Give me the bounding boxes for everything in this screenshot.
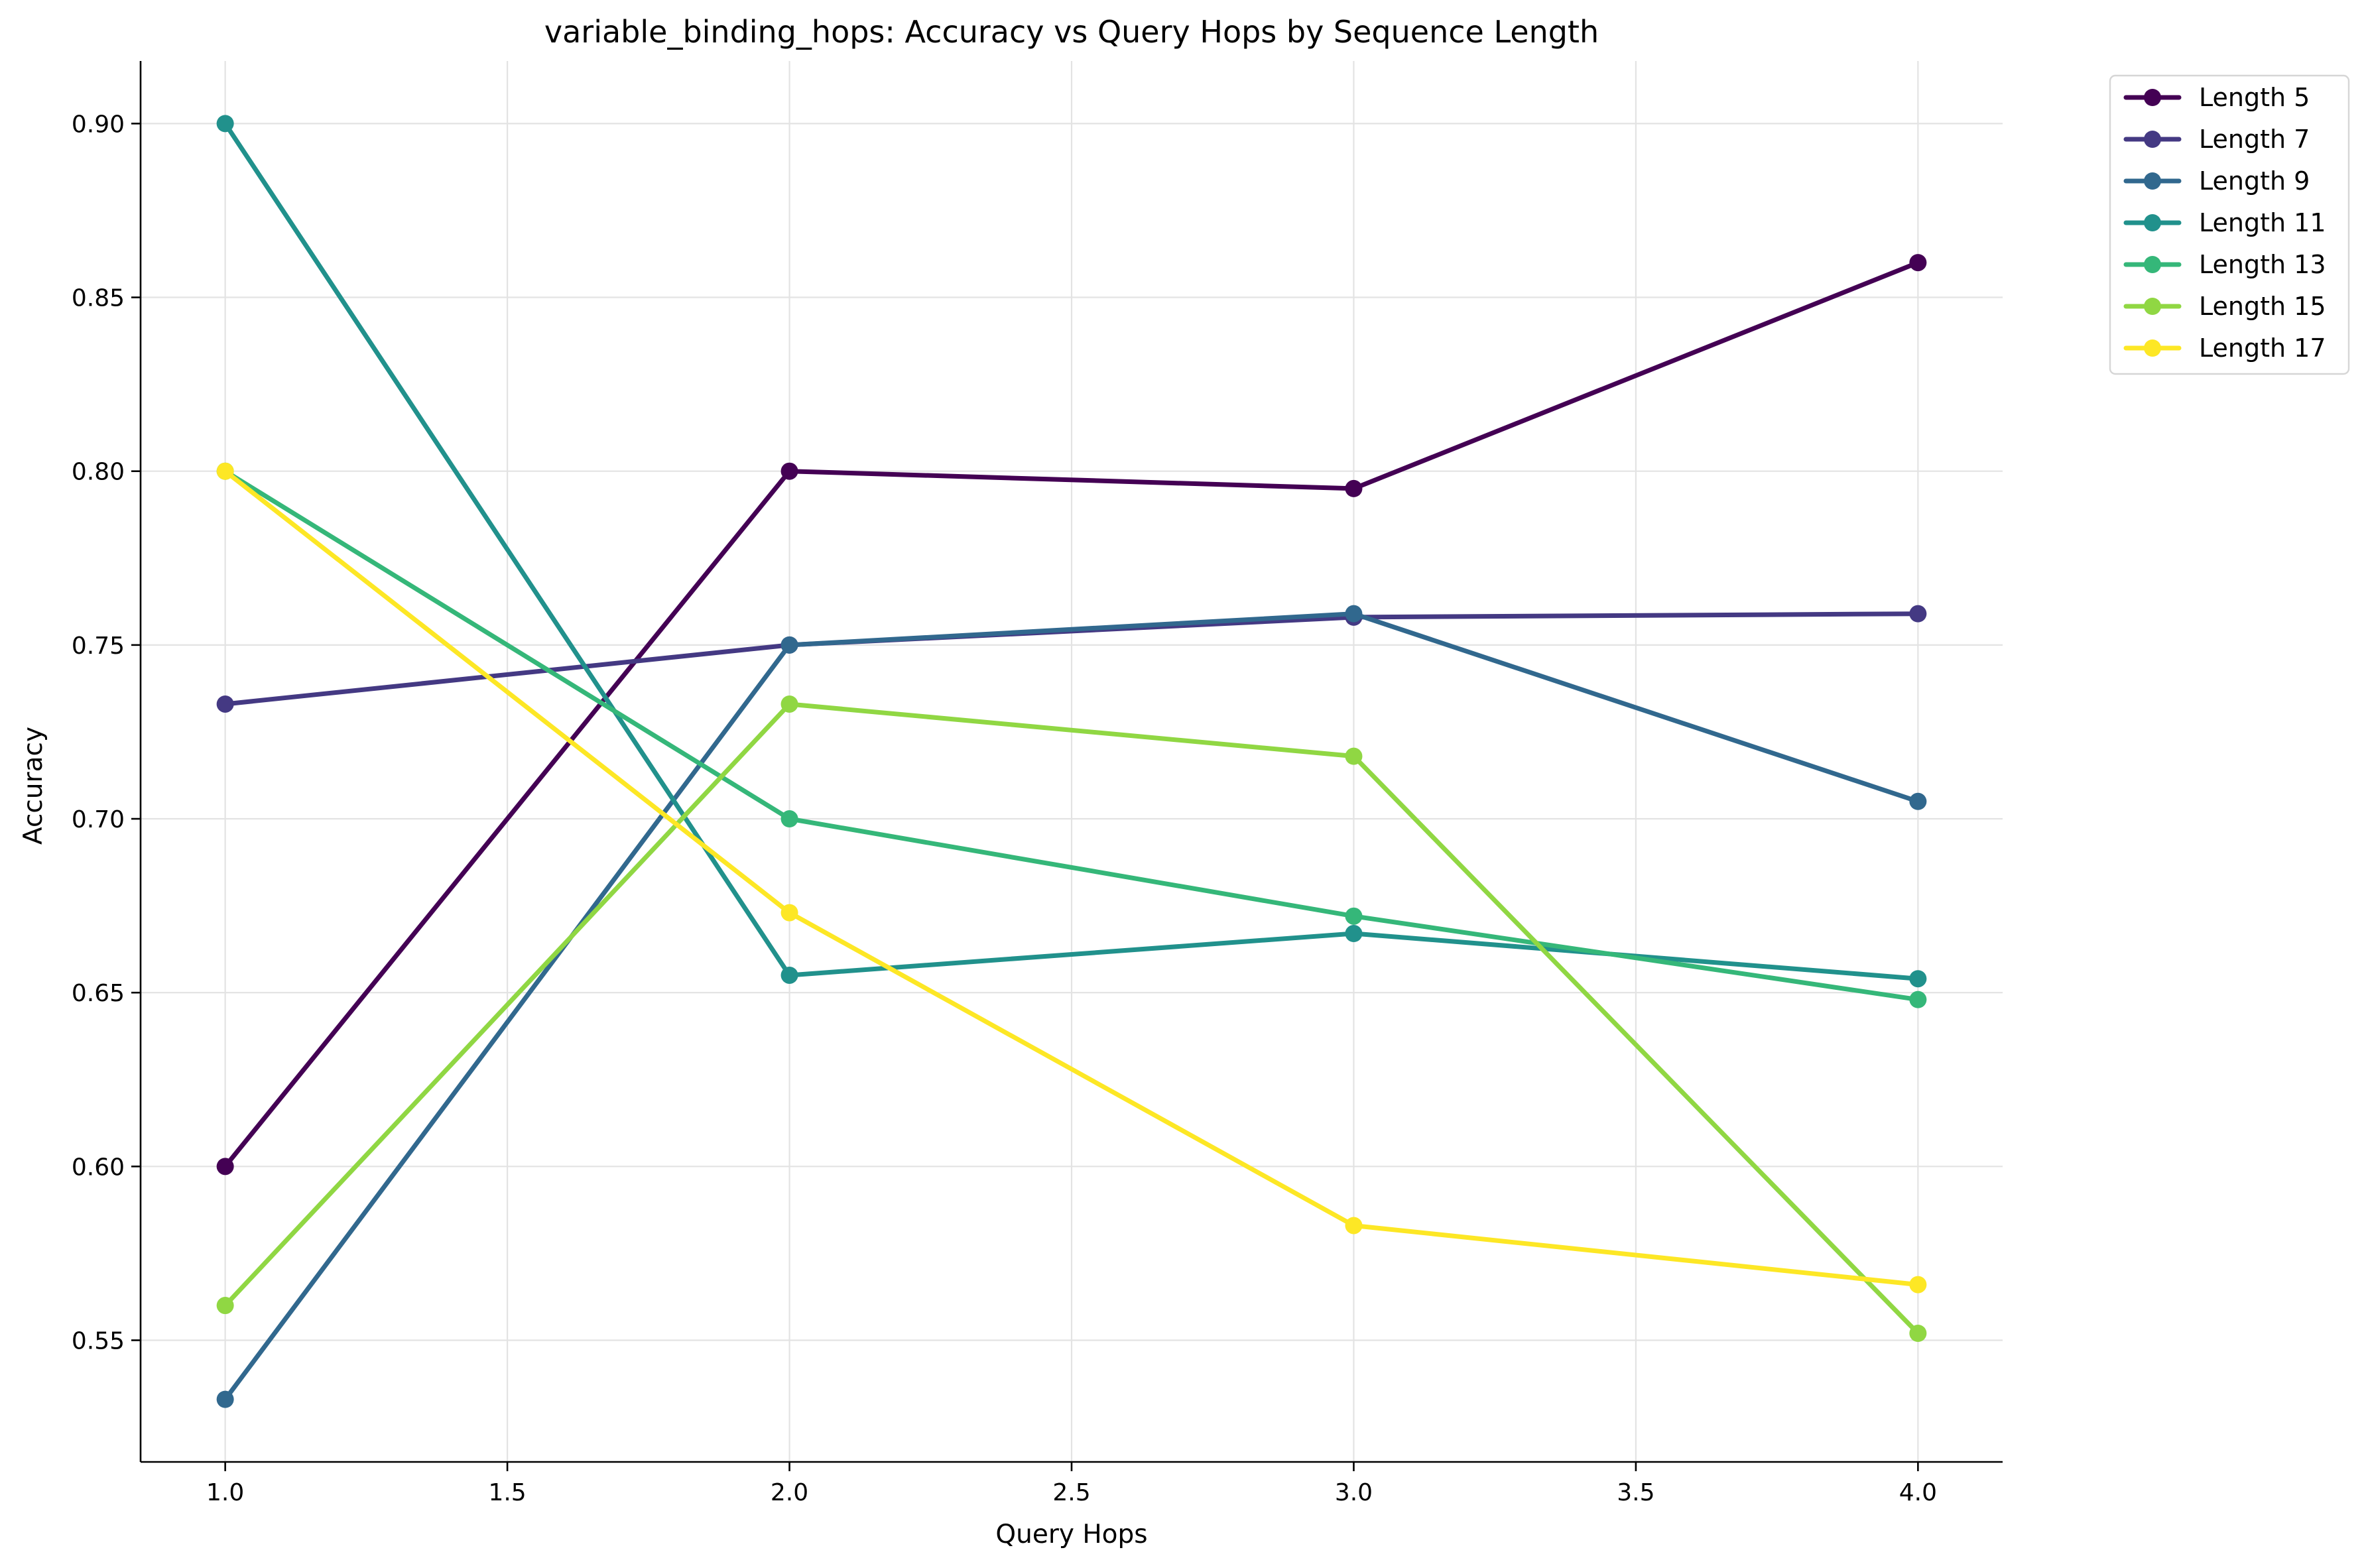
legend-marker [2144, 256, 2161, 273]
series-length-17 [216, 462, 1927, 1294]
x-tick-label: 1.0 [206, 1479, 244, 1506]
data-point [216, 1390, 234, 1408]
data-point [1345, 479, 1363, 497]
data-point [1909, 792, 1927, 810]
legend-marker [2144, 298, 2161, 315]
series-line [223, 469, 1920, 1288]
chart-title: variable_binding_hops: Accuracy vs Query… [544, 14, 1599, 50]
legend-item: Length 5 [2123, 83, 2310, 112]
legend-marker [2144, 339, 2161, 357]
series [216, 115, 1927, 1408]
legend-marker [2144, 89, 2161, 106]
data-point [780, 462, 798, 480]
data-point [216, 1297, 234, 1315]
series-length-9 [216, 605, 1927, 1408]
data-point [1909, 1325, 1927, 1343]
legend-box [2109, 74, 2350, 375]
x-axis-label: Query Hops [995, 1520, 1147, 1549]
legend-label: Length 9 [2199, 166, 2310, 196]
data-point [1345, 605, 1363, 623]
series-length-15 [216, 695, 1927, 1343]
y-tick-label: 0.80 [72, 459, 125, 486]
legend-marker [2144, 131, 2161, 148]
legend-item: Length 13 [2123, 250, 2326, 279]
legend: Length 5 Length 7 Length 9 Length 11 Length … [2109, 74, 2350, 375]
data-point [1345, 1217, 1363, 1235]
series-line [223, 260, 1920, 1169]
data-point [780, 966, 798, 984]
y-tick-label: 0.70 [72, 806, 125, 833]
data-point [216, 1158, 234, 1176]
y-tick-label: 0.65 [72, 980, 125, 1007]
x-tick-label: 2.0 [771, 1479, 808, 1506]
series-length-5 [216, 254, 1927, 1176]
series-line [223, 701, 1920, 1336]
legend-item: Length 9 [2123, 166, 2310, 196]
legend-item: Length 15 [2123, 292, 2326, 321]
y-tick-label: 0.55 [72, 1327, 125, 1355]
series-line [223, 611, 1920, 1402]
legend-label: Length 17 [2199, 333, 2326, 363]
data-point [1345, 925, 1363, 943]
data-point [1909, 1276, 1927, 1294]
legend-item: Length 11 [2123, 208, 2326, 237]
data-point [1345, 907, 1363, 925]
legend-marker [2144, 214, 2161, 231]
y-tick-label: 0.85 [72, 285, 125, 312]
legend-label: Length 7 [2199, 125, 2310, 154]
y-axis-label: Accuracy [19, 727, 48, 845]
data-point [216, 115, 234, 133]
series-line [223, 469, 1920, 1002]
legend-marker [2144, 172, 2161, 190]
legend-label: Length 11 [2199, 208, 2326, 237]
legend-item: Length 17 [2123, 333, 2326, 363]
x-tick-label: 2.5 [1052, 1479, 1090, 1506]
grid [141, 61, 2003, 1462]
ticks: 1.0 1.5 2.0 2.5 3.0 3.5 4.0 0.55 0.60 0.65 0.70 0.7… [72, 111, 1937, 1506]
data-point [780, 810, 798, 828]
legend-label: Length 15 [2199, 292, 2326, 321]
data-point [1345, 747, 1363, 765]
data-point [216, 695, 234, 713]
data-point [780, 636, 798, 654]
data-point [1909, 254, 1927, 272]
data-point [1909, 970, 1927, 988]
data-point [780, 695, 798, 713]
data-point [1909, 605, 1927, 623]
x-tick-label: 3.0 [1335, 1479, 1373, 1506]
y-tick-label: 0.60 [72, 1154, 125, 1181]
legend-item: Length 7 [2123, 125, 2310, 154]
legend-label: Length 5 [2199, 83, 2310, 112]
x-tick-label: 1.5 [488, 1479, 526, 1506]
y-tick-label: 0.90 [72, 111, 125, 138]
y-tick-label: 0.75 [72, 633, 125, 660]
data-point [780, 904, 798, 922]
x-tick-label: 4.0 [1899, 1479, 1937, 1506]
legend-label: Length 13 [2199, 250, 2326, 279]
data-point [1909, 991, 1927, 1008]
x-tick-label: 3.5 [1617, 1479, 1654, 1506]
data-point [216, 462, 234, 480]
